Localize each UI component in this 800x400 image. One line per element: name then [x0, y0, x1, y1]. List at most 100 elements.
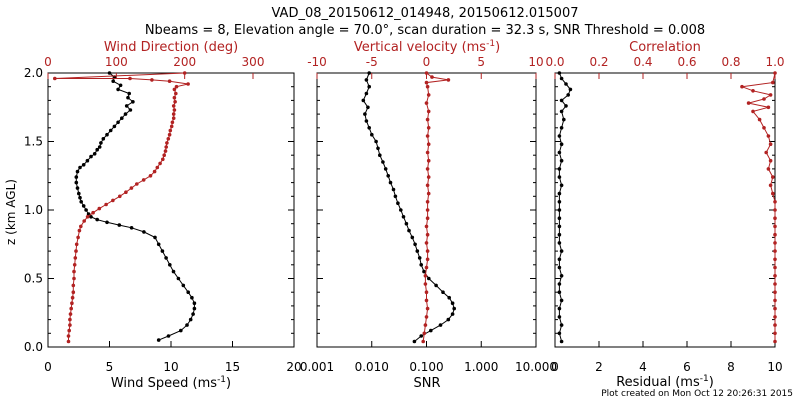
red-data-point	[72, 276, 76, 281]
black-data-point	[191, 312, 195, 316]
black-series-line	[362, 72, 455, 342]
residual-axis-label-text: Residual (ms	[616, 375, 700, 390]
black-data-point	[124, 104, 129, 108]
black-data-point	[190, 295, 194, 300]
red-data-point	[423, 282, 428, 286]
black-data-point	[388, 180, 393, 185]
black-data-point	[559, 298, 564, 303]
black-data-point	[363, 112, 367, 116]
red-data-point	[74, 242, 79, 247]
black-data-point	[74, 180, 79, 185]
black-data-point	[557, 241, 562, 245]
y-axis-label: z (km AGL)	[4, 179, 18, 245]
black-data-point	[186, 290, 190, 295]
black-data-point	[97, 145, 102, 149]
red-data-point	[171, 104, 176, 108]
red-data-point	[422, 331, 427, 336]
bottom-tick-label: 6	[683, 360, 691, 374]
black-data-point	[89, 154, 93, 159]
red-data-point	[430, 75, 434, 79]
black-data-point	[89, 215, 93, 219]
black-data-point	[84, 208, 88, 212]
black-data-point	[105, 220, 109, 225]
black-data-point	[116, 87, 120, 92]
red-data-point	[773, 249, 777, 253]
black-series-line	[75, 72, 195, 341]
red-data-point	[72, 269, 76, 274]
black-data-point	[381, 160, 385, 164]
red-data-point	[424, 298, 429, 303]
red-data-point	[167, 79, 172, 83]
red-data-point	[73, 256, 78, 260]
wind-speed-axis-label-text: Wind Speed (ms	[111, 376, 217, 391]
red-data-point	[172, 108, 177, 112]
plot-created-footer: Plot created on Mon Oct 12 20:26:31 2015	[601, 389, 793, 399]
black-data-point	[564, 82, 568, 86]
red-data-point	[762, 126, 766, 130]
bottom-tick-label: 5	[106, 360, 114, 374]
red-data-point	[79, 224, 83, 229]
red-data-point	[424, 101, 429, 105]
black-data-point	[557, 200, 562, 204]
red-data-point	[72, 263, 77, 267]
vertical-velocity-axis-label-sup: -1	[486, 39, 495, 49]
red-data-point	[768, 142, 773, 146]
red-data-point	[771, 175, 775, 179]
black-data-point	[123, 112, 128, 116]
red-data-point	[773, 282, 777, 286]
black-data-point	[401, 215, 406, 219]
red-data-point	[425, 249, 430, 253]
red-data-point	[69, 306, 73, 311]
black-data-point	[413, 242, 417, 247]
right-panel-frame	[554, 72, 776, 348]
top-tick-label: 200	[173, 55, 196, 69]
black-data-point	[557, 265, 562, 270]
red-data-point	[424, 315, 429, 319]
black-data-point	[117, 223, 122, 227]
black-data-point	[557, 282, 562, 286]
red-data-point	[426, 142, 431, 146]
black-data-point	[383, 167, 388, 171]
black-data-point	[446, 317, 451, 322]
red-data-point	[135, 182, 139, 186]
red-data-point	[66, 339, 71, 344]
red-data-point	[165, 141, 169, 145]
black-data-point	[78, 165, 82, 170]
black-data-point	[105, 132, 109, 137]
red-data-point	[423, 323, 428, 327]
black-data-point	[568, 87, 573, 92]
red-data-point	[161, 157, 165, 162]
top-tick-label: 1.0	[765, 55, 784, 69]
black-data-point	[164, 256, 168, 260]
red-data-point	[771, 80, 775, 85]
black-data-point	[407, 228, 411, 233]
bottom-tick-label: 10	[163, 360, 178, 374]
bottom-tick-label: 2	[595, 360, 603, 374]
bottom-tick-label: 0	[44, 360, 52, 374]
red-data-point	[773, 274, 777, 278]
red-data-point	[85, 215, 90, 219]
residual-axis-label: Residual (ms-1)	[616, 374, 714, 390]
black-data-point	[374, 139, 378, 144]
black-data-point	[557, 175, 562, 179]
black-data-point	[559, 274, 564, 278]
red-data-point	[425, 150, 430, 155]
red-data-point	[773, 339, 777, 344]
vertical-velocity-axis-label: Vertical velocity (ms-1)	[354, 39, 500, 55]
black-data-point	[111, 79, 115, 83]
red-data-point	[746, 101, 751, 105]
black-data-point	[404, 221, 409, 226]
red-data-point	[426, 109, 431, 114]
top-tick-label: -10	[307, 55, 327, 69]
red-data-point	[426, 158, 431, 163]
black-data-point	[156, 242, 161, 247]
bottom-tick-label: 10	[767, 360, 782, 374]
black-data-point	[415, 249, 420, 253]
red-data-point	[141, 178, 146, 182]
red-data-point	[152, 169, 157, 174]
black-data-point	[419, 334, 424, 338]
red-data-point	[425, 306, 430, 311]
red-data-point	[425, 208, 430, 212]
red-data-point	[68, 312, 73, 316]
black-data-point	[142, 230, 146, 234]
